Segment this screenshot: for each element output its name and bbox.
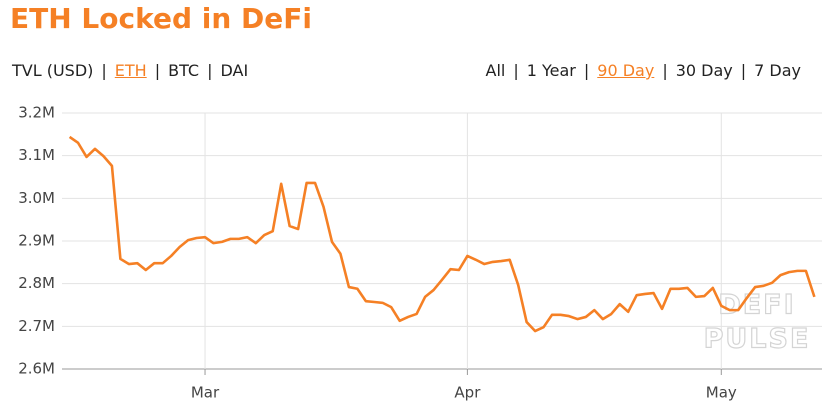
tab-label[interactable]: All bbox=[485, 61, 506, 80]
watermark: DEFI bbox=[718, 290, 795, 321]
y-tick-label: 3.1M bbox=[18, 146, 55, 164]
tab[interactable]: TVL (USD) bbox=[12, 61, 93, 80]
y-tick-label: 3.2M bbox=[18, 104, 55, 122]
y-tick-label: 2.9M bbox=[18, 232, 55, 250]
tab[interactable]: BTC bbox=[147, 61, 199, 80]
x-tick-label: Apr bbox=[454, 384, 481, 402]
tab[interactable]: ETH bbox=[93, 61, 147, 80]
tab-label[interactable]: TVL (USD) bbox=[12, 61, 94, 80]
tab-label[interactable]: 7 Day bbox=[754, 61, 801, 80]
watermark: PULSE bbox=[704, 324, 811, 355]
y-tick-label: 2.7M bbox=[18, 317, 55, 335]
tab-label[interactable]: ETH bbox=[114, 61, 147, 80]
x-tick-label: May bbox=[706, 384, 737, 402]
tab[interactable]: 1 Year bbox=[505, 61, 576, 80]
y-tick-label: 2.8M bbox=[18, 274, 55, 292]
unit-tabs: TVL (USD) ETH BTC DAI bbox=[12, 61, 248, 80]
tab[interactable]: All bbox=[486, 61, 506, 80]
tab-label[interactable]: 30 Day bbox=[675, 61, 733, 80]
tab-label[interactable]: 90 Day bbox=[597, 61, 655, 80]
tab[interactable]: 7 Day bbox=[733, 61, 801, 80]
tab-label[interactable]: 1 Year bbox=[526, 61, 576, 80]
range-tabs: All 1 Year 90 Day 30 Day 7 Day bbox=[486, 61, 802, 80]
tab[interactable]: 30 Day bbox=[654, 61, 733, 80]
data-line bbox=[68, 135, 816, 333]
y-tick-label: 2.6M bbox=[18, 360, 55, 378]
tab[interactable]: 90 Day bbox=[576, 61, 654, 80]
tab-label[interactable]: BTC bbox=[168, 61, 200, 80]
y-tick-label: 3.0M bbox=[18, 189, 55, 207]
tab-label[interactable]: DAI bbox=[220, 61, 249, 80]
chart-title: ETH Locked in DeFi bbox=[10, 2, 312, 35]
x-tick-label: Mar bbox=[191, 384, 220, 402]
tab[interactable]: DAI bbox=[199, 61, 248, 80]
